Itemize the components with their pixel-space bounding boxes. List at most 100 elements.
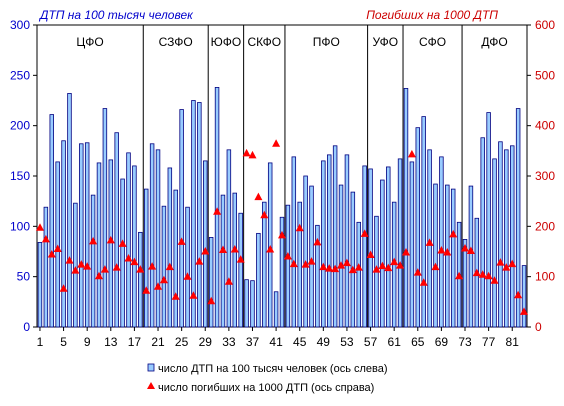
marker-point — [254, 192, 263, 201]
bar — [279, 216, 285, 328]
bar — [256, 232, 261, 328]
marker-point — [378, 261, 387, 270]
marker-point — [348, 265, 357, 274]
marker-point — [466, 246, 475, 254]
bar — [350, 191, 356, 328]
x-tick-label: 37 — [246, 335, 260, 349]
bar — [344, 154, 350, 328]
bar — [120, 178, 125, 328]
bar — [291, 156, 297, 328]
bar — [468, 185, 474, 328]
bar — [84, 142, 90, 328]
marker-point — [36, 223, 44, 231]
bar — [380, 179, 385, 328]
marker-point — [260, 210, 269, 219]
marker-point — [100, 265, 109, 273]
marker-point — [437, 246, 446, 254]
bar — [515, 108, 521, 328]
marker-point — [278, 230, 286, 239]
marker-point — [189, 291, 198, 299]
marker-point — [490, 276, 499, 284]
region-label: ПФО — [313, 35, 340, 49]
marker-point — [360, 229, 369, 237]
marker-point — [183, 272, 192, 280]
marker-point — [130, 257, 139, 266]
bar — [397, 158, 403, 328]
marker-point — [195, 257, 204, 265]
marker-point — [431, 262, 440, 271]
legend-marker-swatch — [147, 382, 155, 389]
right-axis: 0 100 200 300 400 500 600 — [527, 18, 555, 334]
bar — [132, 165, 137, 328]
bar — [433, 183, 438, 328]
bar — [161, 205, 167, 328]
bar — [155, 149, 161, 328]
marker-point — [514, 290, 523, 299]
left-axis: 0 50 100 150 200 250 300 — [10, 18, 37, 334]
marker-point — [59, 284, 68, 292]
marker-point — [396, 261, 405, 269]
bar — [138, 231, 143, 328]
region-label: ЦФО — [76, 35, 103, 49]
marker-point — [289, 259, 298, 268]
marker-point — [124, 254, 133, 262]
marker-point — [331, 264, 340, 273]
bar — [480, 137, 485, 328]
marker-point — [307, 257, 316, 265]
right-tick-label: 500 — [535, 68, 555, 82]
bar — [326, 154, 332, 328]
marker-point — [372, 265, 381, 273]
marker-point — [201, 247, 210, 255]
bar — [102, 108, 108, 328]
region-label: ЮФО — [211, 35, 242, 49]
bar — [173, 189, 178, 328]
x-tick-label: 57 — [364, 335, 378, 349]
bar — [126, 152, 131, 328]
marker-point — [213, 207, 222, 215]
bar — [273, 291, 279, 328]
bar — [226, 149, 232, 328]
marker-point — [47, 250, 56, 258]
marker-point — [407, 149, 416, 158]
bar — [149, 143, 155, 328]
marker-point — [295, 223, 304, 232]
marker-point — [77, 260, 86, 268]
bar — [79, 143, 84, 328]
marker-point — [472, 268, 481, 277]
marker-point — [301, 260, 310, 268]
bar — [108, 159, 114, 328]
marker-point — [366, 250, 375, 258]
bar — [167, 167, 173, 328]
x-tick-label: 21 — [151, 335, 165, 349]
marker-point — [283, 252, 292, 260]
left-tick-label: 200 — [10, 119, 30, 133]
marker-point — [41, 234, 50, 243]
x-tick-label: 29 — [199, 335, 213, 349]
marker-point — [313, 237, 322, 246]
bar — [510, 145, 515, 328]
marker-point — [106, 235, 115, 244]
region-label: СЗФО — [159, 35, 193, 49]
bar — [362, 165, 367, 328]
region-label: СКФО — [247, 35, 281, 49]
bar — [67, 93, 72, 328]
bar — [332, 145, 338, 328]
region-dividers — [142, 25, 463, 327]
bar — [244, 279, 249, 328]
x-tick-label: 53 — [340, 335, 354, 349]
marker-point — [53, 244, 62, 252]
marker-point — [508, 259, 517, 268]
marker-point — [207, 296, 216, 305]
bar — [486, 112, 491, 328]
x-tick-label: 81 — [506, 335, 520, 349]
bar — [439, 156, 444, 328]
bar — [267, 162, 273, 328]
right-tick-label: 0 — [535, 320, 542, 334]
right-tick-label: 100 — [535, 270, 555, 284]
bar — [220, 194, 226, 328]
bar — [185, 206, 190, 328]
marker-point — [118, 239, 127, 247]
legend-marker-label: число погибших на 1000 ДТП (ось справа) — [158, 382, 374, 394]
bar — [143, 188, 149, 328]
marker-point — [171, 292, 180, 300]
